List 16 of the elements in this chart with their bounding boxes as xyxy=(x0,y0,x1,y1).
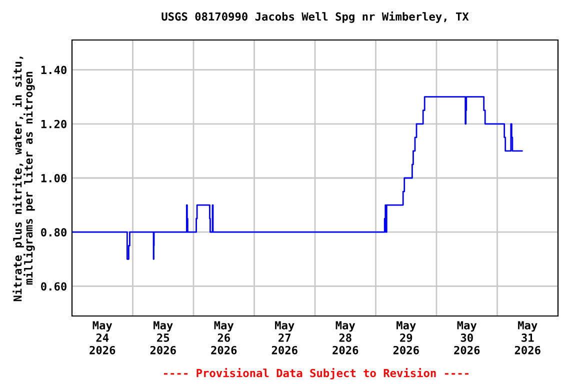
y-tick-label: 1.40 xyxy=(41,66,66,74)
x-tick-label: May 30 2026 xyxy=(454,321,480,354)
chart-title: USGS 08170990 Jacobs Well Spg nr Wimberley, TX xyxy=(162,12,469,23)
y-tick-label: 1.00 xyxy=(41,174,66,182)
x-tick-label: May 29 2026 xyxy=(393,321,419,354)
x-tick-label: May 26 2026 xyxy=(211,321,237,354)
text: ---- Provisional Data Subject to Revision ---- xyxy=(164,368,468,380)
x-tick-label: May 25 2026 xyxy=(150,321,176,354)
x-tick-label: May 27 2026 xyxy=(272,321,298,354)
y-tick-label: 0.60 xyxy=(41,282,66,291)
y-axis-title: Nitrate plus nitrite, water, in situ, milligrams per liter as nitrogen xyxy=(12,56,35,302)
x-tick-label: May 24 2026 xyxy=(90,321,116,354)
y-tick-label: 0.80 xyxy=(41,228,66,236)
x-tick-label: May 28 2026 xyxy=(332,321,358,354)
x-tick-label: May 31 2026 xyxy=(514,321,540,354)
y-tick-label: 1.20 xyxy=(41,120,66,128)
